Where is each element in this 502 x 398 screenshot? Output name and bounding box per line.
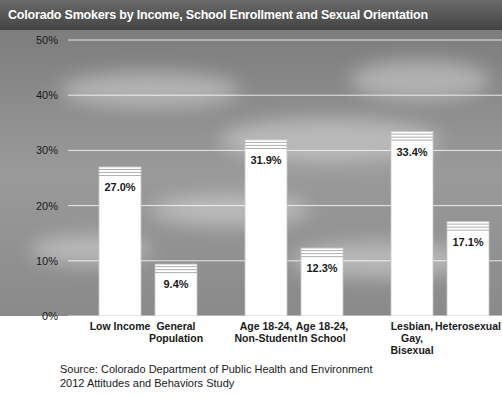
x-label-box: General Population [144,320,208,344]
data-label: 9.4% [163,278,188,290]
data-label: 17.1% [452,236,483,248]
bar-stripe [301,256,343,257]
bar-stripe [245,145,287,146]
bar-stripe [301,253,343,254]
x-label-box: Age 18-24, In School [290,320,354,344]
bar-stripe [447,230,489,231]
bar [301,248,343,316]
bar-stripe [447,227,489,228]
data-label: 33.4% [396,146,427,158]
bar [447,222,489,316]
bar [99,167,141,316]
bar-stripe [155,269,197,270]
bar-stripe [301,250,343,251]
data-label: 12.3% [306,262,337,274]
bar-stripe [391,140,433,141]
bar [391,132,433,316]
bar-stripe [99,172,141,173]
bar-stripe [99,175,141,176]
bar [155,264,197,316]
bar-stripe [447,224,489,225]
x-tick-label: Age 18-24, In School [290,320,354,344]
annotation: Source: Colorado Department of Public He… [60,362,372,376]
plot-background [0,30,502,316]
y-tick-label: 50% [36,34,58,46]
x-tick-label: General Population [144,320,208,344]
bar-stripe [99,169,141,170]
grid-line [68,40,502,41]
bar-stripe [155,272,197,273]
x-tick-label: Age 18-24, Non-Student [234,320,298,344]
bar-stripe [391,137,433,138]
title: Colorado Smokers by Income, School Enrol… [0,0,502,30]
x-label-box: Age 18-24, Non-Student [234,320,298,344]
source-note: Source: Colorado Department of Public He… [60,362,372,390]
x-tick-label: Lesbian, Gay, Bisexual [380,320,444,356]
chart-root: 0% 10% 20% 30% 40% 50% 27.0% 9.4% 31.9% 12.3% 33.4… [0,0,502,398]
y-tick-label: 40% [36,89,58,101]
bar-stripe [245,148,287,149]
y-tick-label: 20% [36,200,58,212]
y-tick-label: 0% [42,310,58,322]
bar-stripe [155,266,197,267]
bar-stripe [391,134,433,135]
x-label-box: Low Income [88,320,152,332]
bar [245,140,287,316]
x-label-box: Heterosexual [436,320,500,332]
annotation: 2012 Attitudes and Behaviors Study [60,376,372,390]
x-label-box: Lesbian, Gay, Bisexual [380,320,444,356]
x-tick-label: Low Income [90,320,151,332]
y-tick-label: 10% [36,255,58,267]
bars [99,132,489,316]
grid-line [68,95,502,96]
data-label: 31.9% [250,154,281,166]
data-label: 27.0% [104,181,135,193]
y-tick-label: 30% [36,144,58,156]
x-tick-label: Heterosexual [435,320,501,332]
bar-stripe [245,142,287,143]
